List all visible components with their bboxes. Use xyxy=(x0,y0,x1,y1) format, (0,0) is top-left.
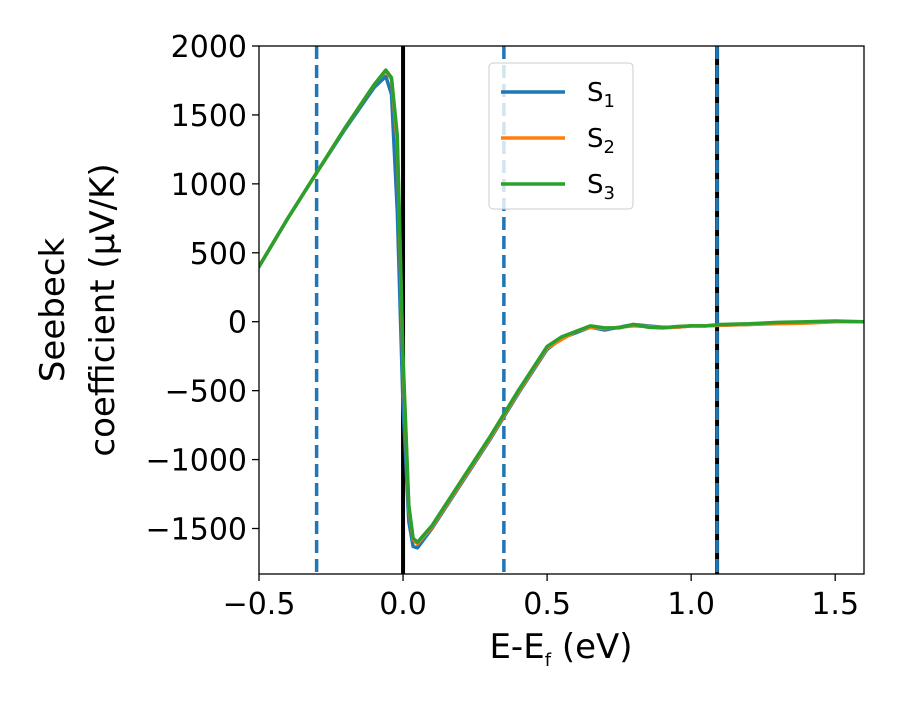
y-axis-label-line2: coefficient (μV/K) xyxy=(83,163,123,456)
y-tick-label: 1500 xyxy=(171,99,247,134)
y-tick-label: −500 xyxy=(165,375,247,410)
x-tick-label: 0.5 xyxy=(523,587,571,622)
y-tick-label: 0 xyxy=(228,306,247,341)
plot-frame xyxy=(258,45,865,575)
y-tick-label: −1000 xyxy=(146,444,247,479)
legend-label-S2: S2 xyxy=(587,124,615,158)
y-tick-label: 1000 xyxy=(171,168,247,203)
x-tick-label: −0.5 xyxy=(223,587,296,622)
y-axis-label: Seebeck coefficient (μV/K) xyxy=(33,163,123,456)
y-tick-label: 500 xyxy=(190,237,247,272)
legend-label-S3: S3 xyxy=(587,170,615,204)
series-line-S3 xyxy=(259,68,864,545)
y-tick-label: −1500 xyxy=(146,513,247,548)
y-axis-ticks: 2000 1500 1000 500 0 −500 −1000 −1500 xyxy=(146,30,259,548)
x-tick-label: 1.5 xyxy=(811,587,859,622)
y-axis-label-line1: Seebeck xyxy=(33,238,73,383)
legend-label-S1: S1 xyxy=(587,78,615,112)
y-tick-label: 2000 xyxy=(171,30,247,65)
x-axis-label: E-Ef (eV) xyxy=(489,627,632,671)
x-tick-label: 0.0 xyxy=(379,587,427,622)
legend-box xyxy=(488,62,634,210)
series-lines xyxy=(259,68,864,550)
x-axis-ticks: −0.5 0.0 0.5 1.0 1.5 xyxy=(223,574,859,622)
x-tick-label: 1.0 xyxy=(667,587,715,622)
legend: S1 S2 S3 xyxy=(488,62,634,210)
